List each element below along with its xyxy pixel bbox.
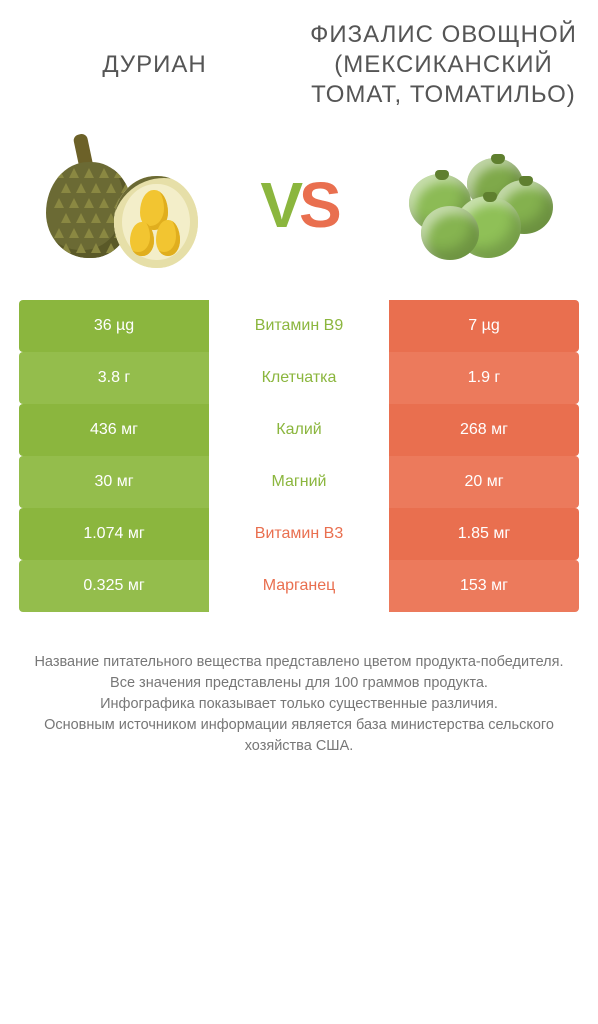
footer-line-4: Основным источником информации является …	[19, 715, 579, 757]
tomatillo-illustration	[399, 140, 559, 270]
cell-mid: Калий	[209, 404, 389, 456]
cell-mid: Марганец	[209, 560, 389, 612]
right-image-col	[359, 140, 598, 270]
cell-mid: Клетчатка	[209, 352, 389, 404]
cell-left: 0.325 мг	[19, 560, 209, 612]
cell-right: 1.9 г	[389, 352, 579, 404]
table-row: 3.8 гКлетчатка1.9 г	[19, 352, 579, 404]
cell-right: 268 мг	[389, 404, 579, 456]
vs-col: VS	[239, 168, 359, 242]
cell-right: 1.85 мг	[389, 508, 579, 560]
footer: Название питательного вещества представл…	[19, 652, 579, 757]
left-image-col	[0, 140, 239, 270]
cell-left: 36 µg	[19, 300, 209, 352]
cell-right: 20 мг	[389, 456, 579, 508]
vs-text: VS	[260, 168, 337, 242]
table-row: 36 µgВитамин B97 µg	[19, 300, 579, 352]
vs-v: V	[260, 169, 299, 241]
cell-left: 436 мг	[19, 404, 209, 456]
title-left-col: ДУРИАН	[10, 20, 299, 110]
cell-mid: Витамин B3	[209, 508, 389, 560]
durian-illustration	[40, 140, 200, 270]
cell-left: 3.8 г	[19, 352, 209, 404]
cell-left: 30 мг	[19, 456, 209, 508]
table-row: 0.325 мгМарганец153 мг	[19, 560, 579, 612]
infographic-page: ДУРИАН ФИЗАЛИС ОВОЩНОЙ (МЕКСИКАНСКИЙ ТОМ…	[0, 0, 598, 1024]
vs-s: S	[299, 169, 338, 241]
title-right-col: ФИЗАЛИС ОВОЩНОЙ (МЕКСИКАНСКИЙ ТОМАТ, ТОМ…	[299, 20, 588, 110]
footer-line-2: Все значения представлены для 100 граммо…	[19, 673, 579, 694]
footer-line-1: Название питательного вещества представл…	[19, 652, 579, 673]
cell-mid: Магний	[209, 456, 389, 508]
table-row: 436 мгКалий268 мг	[19, 404, 579, 456]
table-row: 1.074 мгВитамин B31.85 мг	[19, 508, 579, 560]
comparison-table: 36 µgВитамин B97 µg3.8 гКлетчатка1.9 г43…	[19, 300, 579, 612]
title-right: ФИЗАЛИС ОВОЩНОЙ (МЕКСИКАНСКИЙ ТОМАТ, ТОМ…	[299, 20, 588, 110]
footer-line-3: Инфографика показывает только существенн…	[19, 694, 579, 715]
vs-row: VS	[0, 120, 598, 300]
cell-right: 153 мг	[389, 560, 579, 612]
title-left: ДУРИАН	[102, 50, 206, 80]
cell-right: 7 µg	[389, 300, 579, 352]
cell-mid: Витамин B9	[209, 300, 389, 352]
titles-row: ДУРИАН ФИЗАЛИС ОВОЩНОЙ (МЕКСИКАНСКИЙ ТОМ…	[0, 0, 598, 120]
table-row: 30 мгМагний20 мг	[19, 456, 579, 508]
cell-left: 1.074 мг	[19, 508, 209, 560]
